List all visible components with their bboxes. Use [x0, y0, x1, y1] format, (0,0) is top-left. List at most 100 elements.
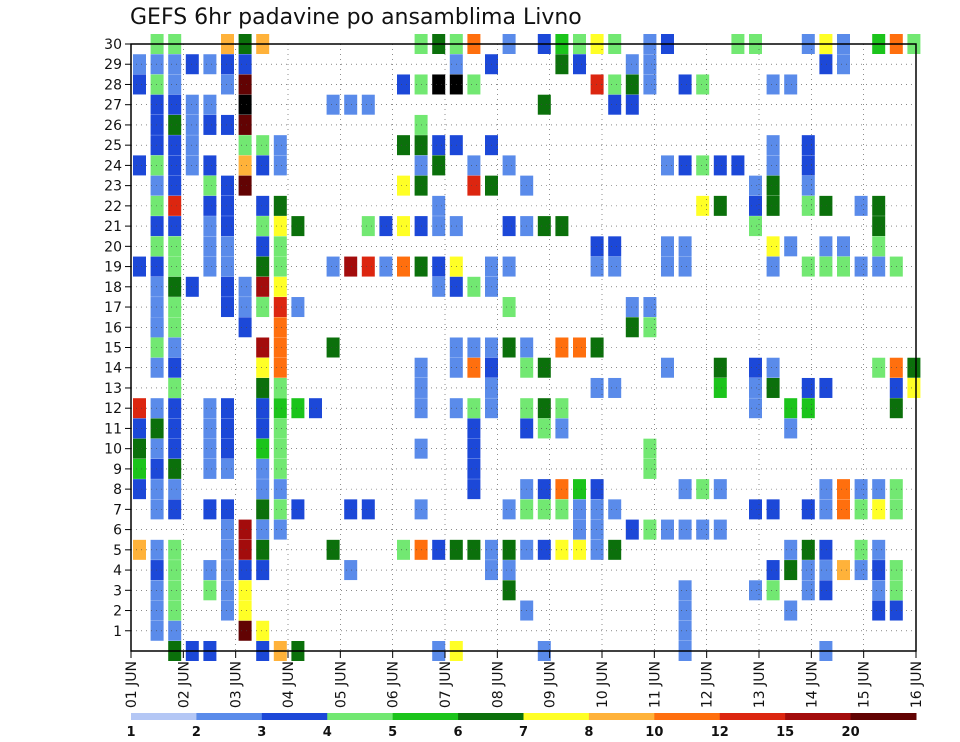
grid-layer — [130, 43, 917, 651]
heatmap-cell — [168, 560, 182, 581]
x-tick-label: 10 JUN — [595, 661, 611, 708]
colorbar-segment — [327, 713, 394, 720]
heatmap-cell — [502, 216, 516, 237]
heatmap-cell — [573, 479, 586, 500]
heatmap-cell — [291, 398, 305, 419]
colorbar-segment — [261, 713, 328, 720]
heatmap-cell — [133, 54, 146, 75]
heatmap-cell — [801, 195, 815, 216]
heatmap-cell — [133, 438, 146, 459]
heatmap-cell — [273, 276, 287, 297]
heatmap-cell — [203, 195, 217, 216]
heatmap-cell — [168, 74, 182, 95]
heatmap-cell — [221, 74, 234, 95]
heatmap-cell — [801, 135, 815, 156]
x-tick-label: 12 JUN — [700, 661, 716, 708]
heatmap-cell — [273, 297, 287, 318]
heatmap-cell — [168, 236, 182, 257]
heatmap-cell — [221, 175, 234, 196]
heatmap-cell — [713, 479, 727, 500]
heatmap-cell — [168, 216, 182, 237]
heatmap-cell — [467, 479, 481, 500]
heatmap-cell — [221, 560, 234, 581]
y-tick-label: 6 — [113, 523, 122, 539]
heatmap-cell — [608, 539, 622, 560]
heatmap-cell — [696, 155, 710, 176]
heatmap-cell — [678, 479, 692, 500]
heatmap-cell — [766, 499, 780, 520]
y-tick-label: 11 — [104, 421, 122, 437]
heatmap-cell — [273, 195, 287, 216]
heatmap-cell — [502, 499, 516, 520]
heatmap-cell — [238, 519, 252, 540]
heatmap-cell — [150, 620, 164, 641]
heatmap-cell — [256, 337, 270, 358]
heatmap-cell — [608, 499, 622, 520]
heatmap-cell — [713, 377, 727, 398]
colorbar-segment — [523, 713, 590, 720]
heatmap-cell — [344, 94, 358, 115]
colorbar-label: 3 — [257, 725, 266, 740]
heatmap-cell — [397, 539, 410, 560]
heatmap-cell — [766, 74, 780, 95]
heatmap-cell — [273, 499, 287, 520]
heatmap-cell — [150, 276, 164, 297]
heatmap-cell — [185, 135, 199, 156]
heatmap-cell — [273, 418, 287, 439]
heatmap-cell — [150, 297, 164, 318]
x-axis: 01 JUN 02 JUN 03 JUN 04 JUN 05 JUN 06 JUN 07 J… — [124, 651, 925, 708]
heatmap-cell — [537, 216, 551, 237]
heatmap-cell — [467, 74, 481, 95]
heatmap-cell — [221, 276, 234, 297]
heatmap-cell — [185, 276, 199, 297]
heatmap-cell — [344, 499, 358, 520]
heatmap-cell — [273, 519, 287, 540]
heatmap-cell — [432, 155, 446, 176]
heatmap-cell — [872, 195, 886, 216]
heatmap-cell — [801, 499, 815, 520]
heatmap-cell — [150, 74, 164, 95]
heatmap-cell — [256, 377, 270, 398]
heatmap-cell — [766, 357, 780, 378]
heatmap-cell — [168, 276, 182, 297]
y-tick-label: 2 — [113, 604, 122, 620]
y-tick-label: 17 — [104, 300, 122, 316]
heatmap-cell — [397, 256, 410, 277]
heatmap-cell — [432, 135, 446, 156]
x-tick-label: 02 JUN — [176, 661, 192, 708]
heatmap-cell — [467, 438, 481, 459]
heatmap-cell — [168, 195, 182, 216]
heatmap-cell — [573, 499, 586, 520]
heatmap-cell — [661, 236, 674, 257]
y-tick-label: 7 — [113, 502, 122, 518]
x-tick-label: 08 JUN — [490, 661, 506, 708]
heatmap-cell — [537, 398, 551, 419]
heatmap-cell — [766, 236, 780, 257]
colorbar-label: 7 — [519, 725, 528, 740]
heatmap-cell — [273, 438, 287, 459]
heatmap-cell — [168, 539, 182, 560]
heatmap-cell — [238, 297, 252, 318]
heatmap-cell — [590, 377, 604, 398]
heatmap-cell — [713, 195, 727, 216]
heatmap-cell — [432, 539, 446, 560]
heatmap-cell — [643, 297, 657, 318]
heatmap-cell — [133, 74, 146, 95]
heatmap-cell — [203, 560, 217, 581]
heatmap-cell — [150, 418, 164, 439]
heatmap-cell — [238, 175, 252, 196]
heatmap-cell — [467, 337, 481, 358]
heatmap-cell — [819, 499, 833, 520]
heatmap-cell — [203, 155, 217, 176]
heatmap-cell — [168, 377, 182, 398]
heatmap-cell — [608, 236, 622, 257]
heatmap-cell — [872, 600, 886, 621]
heatmap-cell — [397, 175, 410, 196]
heatmap-cell — [678, 620, 692, 641]
heatmap-cell — [537, 479, 551, 500]
heatmap-cell — [185, 155, 199, 176]
heatmap-cell — [238, 539, 252, 560]
heatmap-cell — [801, 580, 815, 601]
y-axis: 1234567891011121314151617181920212223242… — [104, 37, 131, 640]
heatmap-cell — [273, 357, 287, 378]
